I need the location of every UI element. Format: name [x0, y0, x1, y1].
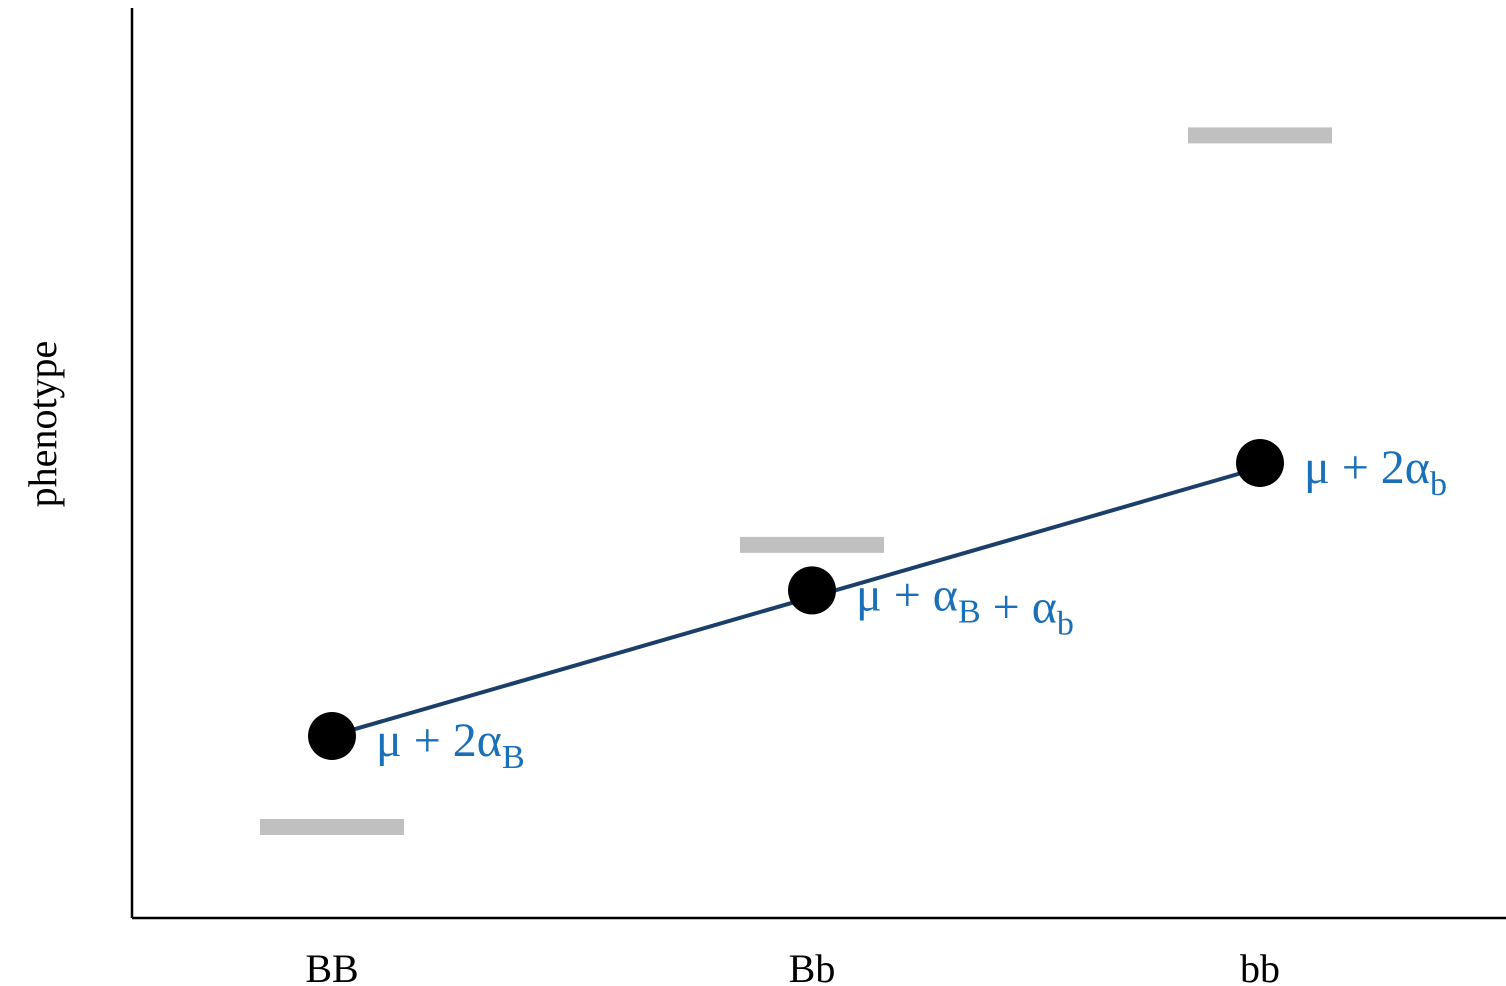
annotation-text: μ + 2α: [1304, 441, 1430, 494]
axes: [130, 8, 1506, 920]
fit-point-bb: [1236, 439, 1284, 487]
y-axis-title: phenotype: [20, 341, 65, 508]
additive-fit-line-group: [323, 468, 1253, 740]
additive-fit-points: [308, 439, 1284, 760]
annotation-text: μ + 2α: [376, 714, 502, 767]
mean-bar-BB: [260, 819, 404, 835]
annotation-subscript: B: [958, 593, 981, 630]
annotation-Bb: μ + αB + αb: [856, 568, 1074, 642]
additive-fit-line: [323, 468, 1253, 740]
annotation-BB: μ + 2αB: [376, 714, 525, 776]
x-tick-label-BB: BB: [305, 946, 358, 986]
fit-point-BB: [308, 712, 356, 760]
annotation-subscript: b: [1057, 605, 1074, 642]
annotation-subscript: B: [502, 739, 525, 776]
annotation-text: + α: [981, 580, 1057, 633]
x-tick-labels: BB Bb bb: [305, 946, 1280, 986]
annotation-subscript: b: [1430, 466, 1447, 503]
genotype-mean-bars: [260, 127, 1332, 835]
x-tick-label-bb: bb: [1240, 946, 1280, 986]
annotation-bb: μ + 2αb: [1304, 441, 1447, 503]
fit-point-Bb: [788, 566, 836, 615]
x-tick-label-Bb: Bb: [789, 946, 836, 986]
mean-bar-Bb: [740, 536, 884, 553]
annotation-text: μ + α: [856, 568, 958, 621]
mean-bar-bb: [1188, 127, 1332, 144]
